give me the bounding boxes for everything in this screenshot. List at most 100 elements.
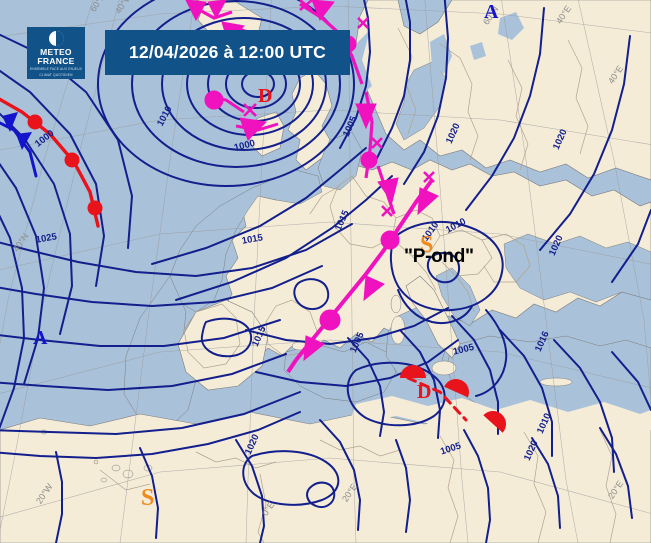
isobar-1005-africa-loop (346, 361, 446, 427)
warm-front-north-africa (400, 365, 506, 433)
isobar-atl-3 (0, 112, 74, 335)
occluded-fronts (185, 0, 439, 374)
occluded-bump (360, 151, 378, 169)
precipitation-markers (243, 0, 435, 217)
isobar-africa-inner-loop (306, 481, 336, 508)
isobar-1020-rus2 (539, 35, 631, 251)
occluded-triangle (185, 0, 207, 22)
chart-datetime-banner: 12/04/2026 à 12:00 UTC (105, 30, 350, 75)
isobar-africa-5 (395, 439, 412, 533)
warm-front-bump (483, 411, 506, 433)
logo-tagline-2: CLIMAT QUOTIDIEN (39, 72, 73, 77)
isobar-atl-5 (0, 214, 26, 430)
warm-front-bump (444, 379, 469, 398)
isobar-africa-6 (463, 429, 492, 543)
isobar-atl-4 (0, 162, 46, 385)
precip-cross (371, 137, 383, 149)
isobar-1020-africa-loop (242, 450, 340, 506)
isobar-balkans-s (397, 289, 473, 324)
isobar-ring-7 (97, 0, 355, 187)
land-canary-1 (111, 464, 121, 472)
isobar-1020-africa (0, 411, 301, 460)
warm-front-dashed-line (406, 376, 468, 422)
warm-front-bump (64, 152, 80, 168)
isobar-iberia-loop (200, 317, 253, 358)
isobar-africa-4 (55, 451, 63, 543)
isobar-1015-atl (0, 223, 353, 278)
isobar-uk-2 (175, 175, 393, 301)
occluded-triangle (311, 0, 335, 21)
isobar-scan-2 (375, 0, 411, 161)
isobar-1010-med (255, 339, 459, 388)
isobar-uk-1 (151, 147, 367, 265)
isobar-1020-scan (403, 0, 450, 185)
isobar-med-vert (347, 337, 386, 437)
occluded-bump (204, 90, 224, 110)
occluded-triangle (207, 0, 227, 20)
isobar-balkans-se (475, 309, 508, 397)
isobar-africa-1 (319, 419, 362, 531)
isobar-africa-2 (235, 439, 266, 543)
precip-cross (423, 171, 435, 183)
meteo-france-logo: METEO FRANCE ENSEMBLE FACE AUX ENJEUX CL… (27, 27, 85, 79)
occluded-front-france (294, 178, 434, 362)
isobar-1020-loop-balkans (390, 220, 504, 312)
logo-line-1: METEO (40, 47, 72, 57)
warm-front-bump (400, 365, 426, 378)
meteo-france-logo-icon (48, 31, 64, 46)
isobar-atl-lower (0, 391, 301, 436)
chart-datetime-text: 12/04/2026 à 12:00 UTC (128, 42, 327, 62)
isobar-africa-7 (531, 437, 561, 529)
land-canary-3 (100, 477, 108, 483)
precip-cross (243, 103, 257, 117)
pond-annotation-label: "P-ond" (404, 246, 474, 267)
warm-front-atlantic (0, 97, 103, 228)
isobar-ring-5 (161, 17, 327, 151)
occluded-bump (380, 230, 400, 250)
cold-front-atlantic (0, 112, 38, 178)
isobar-1020c-atl (0, 353, 287, 392)
precip-cross (381, 205, 393, 217)
isobar-1020-inner-loop (426, 252, 460, 284)
water-black-sea (503, 233, 651, 303)
land-corsica (390, 294, 402, 314)
occluded-front-iceland (195, 6, 233, 20)
isobar-1020-atl (0, 265, 323, 308)
isobar-1020b-atl (0, 319, 281, 347)
warm-front-line (0, 97, 100, 228)
warm-front-bump (27, 114, 43, 130)
isobar-africa-3 (139, 447, 160, 539)
isobar-1020-rus (465, 7, 545, 211)
warm-front-bump (87, 200, 103, 216)
land-madeira (93, 459, 99, 465)
isobar-rus3 (611, 209, 651, 283)
isobar-africa-8 (599, 427, 633, 519)
occluded-triangle (355, 103, 377, 130)
logo-tagline-1: ENSEMBLE FACE AUX ENJEUX (29, 67, 83, 71)
occluded-triangle (239, 117, 268, 141)
isobar-1005-scan (339, 0, 372, 149)
isobar-1010-med-vert (399, 329, 442, 439)
land-north-africa (0, 411, 651, 543)
land-canary-2 (122, 469, 134, 479)
precip-cross (299, 0, 313, 11)
land-iberia (177, 299, 269, 391)
land-crete (539, 377, 573, 387)
isobar-med-far-east (611, 351, 651, 411)
logo-line-2: FRANCE (37, 56, 75, 66)
isobar-ring-6 (131, 0, 341, 168)
land-sicily (431, 360, 457, 376)
cold-front-barb (2, 112, 18, 132)
water-lake-ladoga (470, 42, 486, 60)
occluded-bump (319, 309, 341, 331)
occluded-triangle (377, 177, 399, 204)
water-north-sea (317, 131, 363, 191)
isobar-atl-2 (0, 69, 106, 287)
occluded-front-tail (286, 358, 298, 374)
occluded-triangle (417, 187, 439, 216)
precip-cross (357, 17, 369, 29)
